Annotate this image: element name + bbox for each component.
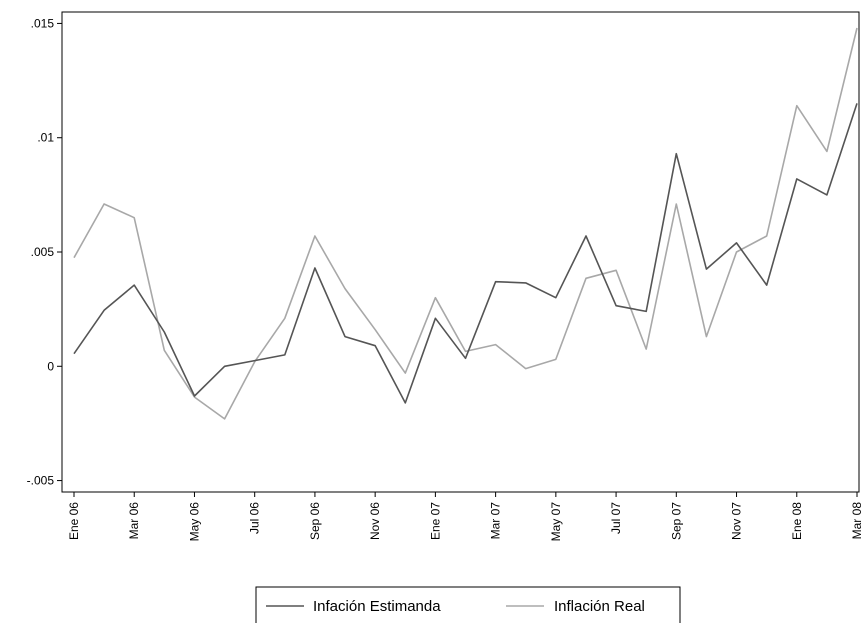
x-tick-label: Mar 07 [489,502,503,540]
x-tick-label: Jul 07 [609,502,623,534]
legend: Infación Estimanda Inflación Real [255,586,681,623]
x-tick-label: May 06 [187,502,201,542]
legend-label-series-2: Inflación Real [554,598,645,615]
y-axis: -.005 0 .005 .01 .015 [27,16,62,488]
x-tick-label: Nov 07 [730,502,744,540]
x-tick-label: Sep 06 [308,502,322,540]
x-tick-label: May 07 [549,502,563,542]
x-tick-label: Mar 08 [850,502,864,540]
x-axis: Ene 06 Mar 06 May 06 Jul 06 Sep 06 Nov 06 Ene … [67,492,864,541]
y-tick-label: -.005 [27,474,55,488]
y-tick-label: .005 [31,245,55,259]
x-tick-label: Jul 06 [248,502,262,534]
series-layer [73,27,858,420]
x-tick-label: Nov 06 [368,502,382,540]
plot-frame [61,11,860,493]
legend-box [255,586,681,623]
x-tick-label: Ene 07 [428,502,442,540]
legend-label-series-1: Infación Estimanda [313,598,441,615]
x-tick-label: Sep 07 [669,502,683,540]
y-tick-label: 0 [47,359,54,373]
y-tick-label: .01 [37,131,54,145]
x-tick-label: Ene 06 [67,502,81,540]
x-tick-label: Ene 08 [790,502,804,540]
x-tick-label: Mar 06 [127,502,141,540]
series-line-2 [73,27,858,420]
series-line-1 [73,103,858,404]
y-tick-label: .015 [31,16,55,30]
